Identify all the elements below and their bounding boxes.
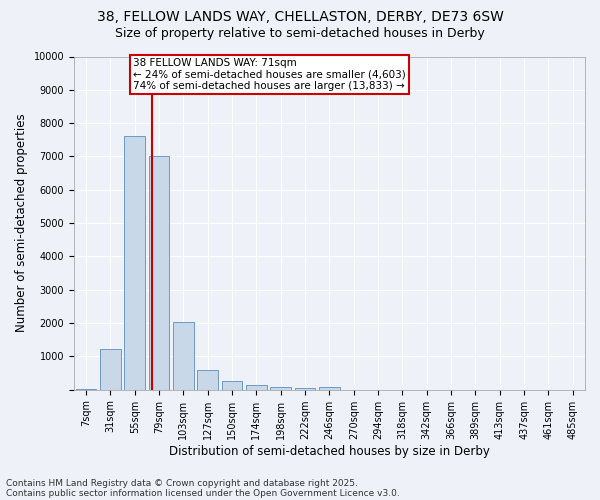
- X-axis label: Distribution of semi-detached houses by size in Derby: Distribution of semi-detached houses by …: [169, 444, 490, 458]
- Bar: [319, 388, 340, 390]
- Bar: [76, 388, 97, 390]
- Y-axis label: Number of semi-detached properties: Number of semi-detached properties: [15, 114, 28, 332]
- Text: 38 FELLOW LANDS WAY: 71sqm
← 24% of semi-detached houses are smaller (4,603)
74%: 38 FELLOW LANDS WAY: 71sqm ← 24% of semi…: [133, 58, 406, 92]
- Bar: [197, 370, 218, 390]
- Text: Size of property relative to semi-detached houses in Derby: Size of property relative to semi-detach…: [115, 28, 485, 40]
- Text: Contains public sector information licensed under the Open Government Licence v3: Contains public sector information licen…: [6, 488, 400, 498]
- Text: Contains HM Land Registry data © Crown copyright and database right 2025.: Contains HM Land Registry data © Crown c…: [6, 478, 358, 488]
- Bar: [246, 386, 267, 390]
- Bar: [149, 156, 169, 390]
- Bar: [124, 136, 145, 390]
- Bar: [173, 322, 194, 390]
- Bar: [271, 387, 291, 390]
- Bar: [222, 380, 242, 390]
- Bar: [295, 388, 316, 390]
- Bar: [100, 348, 121, 390]
- Text: 38, FELLOW LANDS WAY, CHELLASTON, DERBY, DE73 6SW: 38, FELLOW LANDS WAY, CHELLASTON, DERBY,…: [97, 10, 503, 24]
